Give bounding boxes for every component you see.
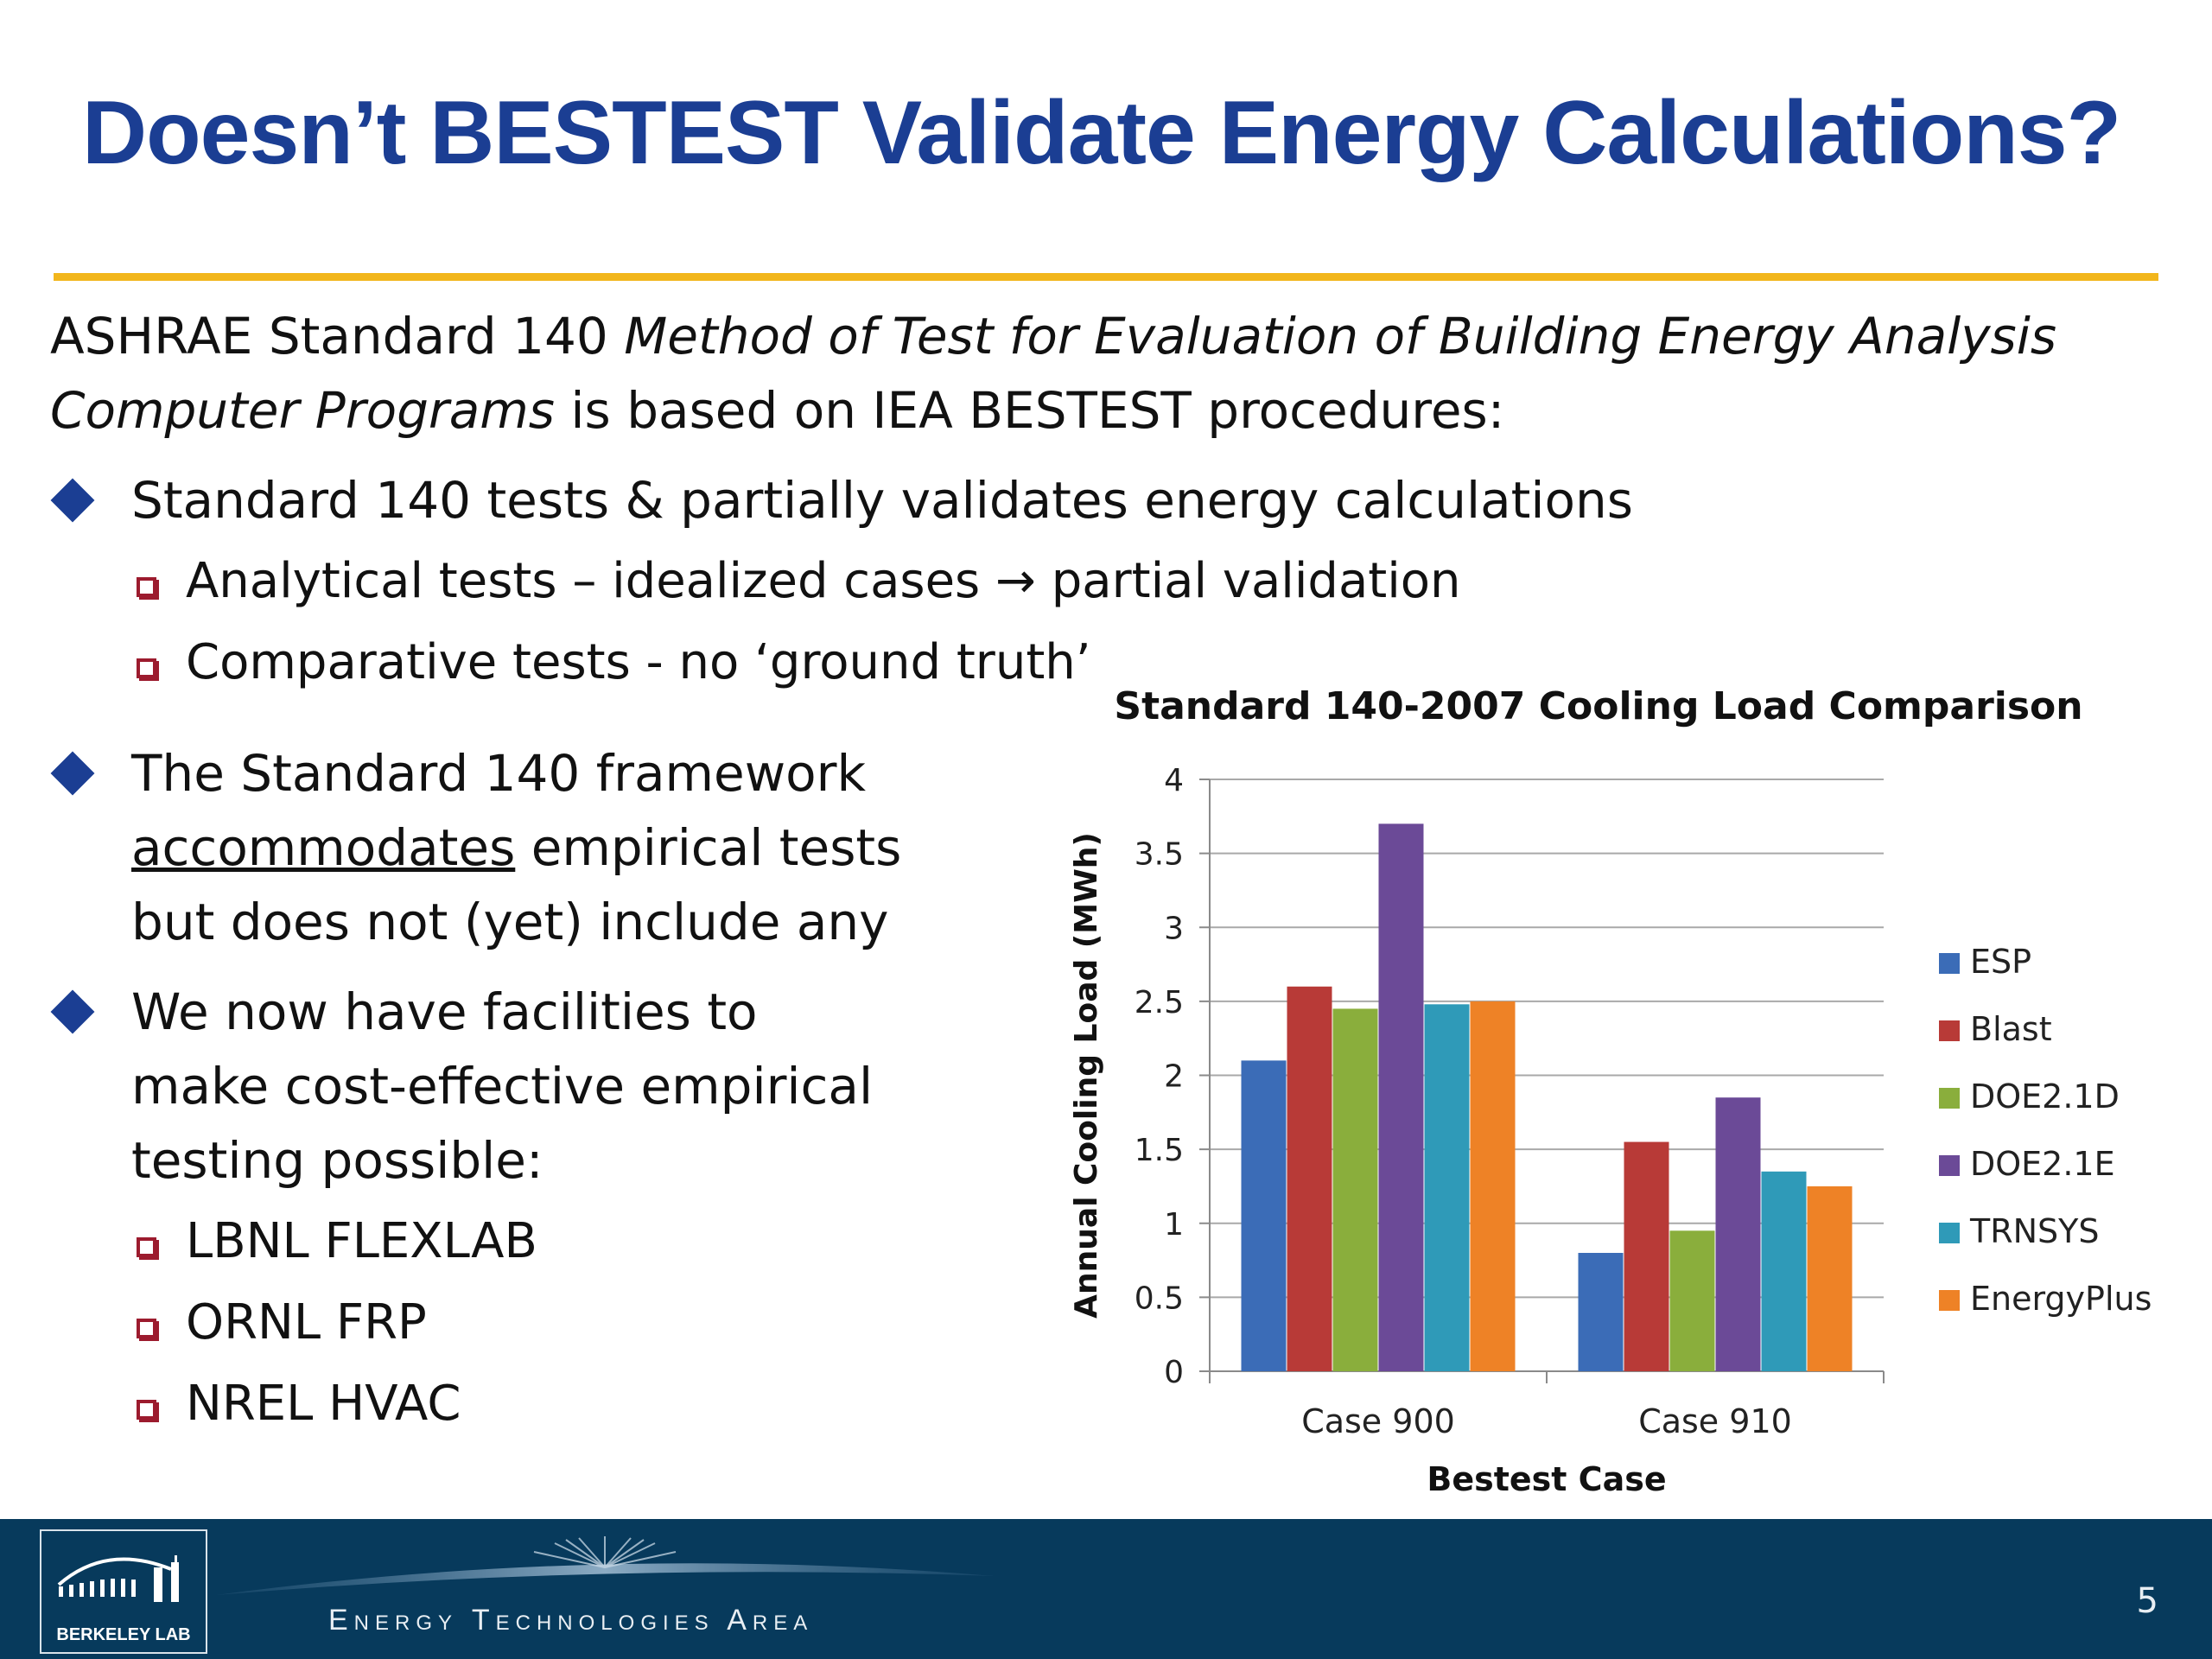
intro-text-a: ASHRAE Standard 140: [50, 307, 625, 365]
bar-energyplus-case-900: [1470, 1001, 1516, 1371]
y-tick-label: 2.5: [1135, 985, 1184, 1020]
y-tick-label: 1.5: [1135, 1133, 1184, 1168]
bar-doe2-1d-case-900: [1332, 1008, 1378, 1371]
bar-trnsys-case-910: [1761, 1171, 1807, 1371]
slide-title: Doesn’t BESTEST Validate Energy Calculat…: [82, 83, 2121, 183]
legend-label: DOE2.1E: [1970, 1145, 2115, 1183]
chart-title: Standard 140-2007 Cooling Load Compariso…: [1114, 684, 2082, 728]
diamond-bullet-icon: [50, 989, 95, 1034]
bullet-3: We now have facilities to make cost-effe…: [131, 975, 873, 1198]
x-tick-label: Case 910: [1638, 1402, 1792, 1440]
facility-item: ORNL FRP: [186, 1294, 427, 1351]
legend-swatch: [1939, 1155, 1960, 1176]
page-number: 5: [2136, 1581, 2158, 1621]
y-tick-label: 3: [1164, 911, 1184, 946]
y-tick-label: 4: [1164, 763, 1184, 798]
legend-swatch: [1939, 953, 1960, 974]
bullet-1: Standard 140 tests & partially validates…: [131, 471, 1633, 530]
square-bullet-icon: [137, 658, 156, 678]
berkeley-lab-logo: BERKELEY LAB: [40, 1529, 207, 1654]
intro-text-b: is based on IEA BESTEST procedures:: [555, 381, 1505, 440]
facility-item: LBNL FLEXLAB: [186, 1213, 537, 1269]
intro-italic-title: Method of Test for Evaluation of Buildin…: [50, 307, 2057, 440]
bar-doe2-1d-case-910: [1669, 1230, 1715, 1371]
bullet-2-line-1: The Standard 140 framework: [131, 744, 867, 803]
square-bullet-icon: [137, 1237, 156, 1257]
legend-label: DOE2.1D: [1970, 1077, 2120, 1116]
energy-technologies-area-label: Energy Technologies Area: [328, 1604, 814, 1637]
bullet-2-line-3: but does not (yet) include any: [131, 893, 889, 951]
sub-bullet-comparative: Comparative tests - no ‘ground truth’: [186, 634, 1091, 690]
title-divider: [54, 273, 2158, 281]
underlined-word: accommodates: [131, 818, 516, 877]
x-tick-label: Case 900: [1301, 1402, 1455, 1440]
legend-swatch: [1939, 1020, 1960, 1041]
bar-doe2-1e-case-910: [1715, 1097, 1761, 1371]
diamond-bullet-icon: [50, 751, 95, 796]
legend-swatch: [1939, 1088, 1960, 1109]
bullet-3-line-1: We now have facilities to: [131, 982, 758, 1041]
bullet-3-line-2: make cost-effective empirical: [131, 1057, 874, 1116]
x-axis-label: Bestest Case: [1427, 1460, 1666, 1498]
y-axis-label: Annual Cooling Load (MWh): [1069, 832, 1104, 1319]
bar-doe2-1e-case-900: [1378, 823, 1424, 1371]
bar-trnsys-case-900: [1424, 1004, 1470, 1371]
lab-building-icon: [57, 1555, 179, 1602]
bullet-2: The Standard 140 framework accommodates …: [131, 736, 901, 959]
legend-label: TRNSYS: [1969, 1212, 2100, 1250]
square-bullet-icon: [137, 577, 156, 597]
square-bullet-icon: [137, 1319, 156, 1338]
logo-text: BERKELEY LAB: [56, 1625, 191, 1644]
cooling-load-chart: Standard 140-2007 Cooling Load Compariso…: [1069, 684, 2152, 1498]
bar-esp-case-910: [1578, 1253, 1624, 1371]
bullet-2-line-2: accommodates empirical tests: [131, 810, 901, 885]
y-tick-label: 0: [1164, 1355, 1184, 1390]
y-tick-label: 1: [1164, 1207, 1184, 1243]
bar-esp-case-900: [1241, 1060, 1287, 1371]
bar-blast-case-910: [1624, 1141, 1669, 1371]
legend-label: ESP: [1970, 943, 2031, 981]
y-tick-label: 0.5: [1135, 1281, 1184, 1316]
bar-blast-case-900: [1287, 986, 1332, 1371]
legend-label: EnergyPlus: [1970, 1280, 2152, 1318]
sub-bullet-analytical: Analytical tests – idealized cases → par…: [186, 553, 1461, 609]
intro-paragraph: ASHRAE Standard 140 Method of Test for E…: [50, 299, 2158, 448]
sunburst-swoosh-icon: [216, 1536, 994, 1595]
bar-energyplus-case-910: [1807, 1185, 1853, 1371]
y-tick-label: 2: [1164, 1059, 1184, 1095]
facility-item: NREL HVAC: [186, 1376, 461, 1432]
footer-bar: BERKELEY LAB Energy Technologies Area 5: [0, 1519, 2212, 1659]
diamond-bullet-icon: [50, 478, 95, 523]
bullet-2-line-2-rest: empirical tests: [515, 818, 902, 877]
legend-swatch: [1939, 1223, 1960, 1243]
y-tick-label: 3.5: [1135, 837, 1184, 873]
bullet-3-line-3: testing possible:: [131, 1131, 543, 1190]
legend-swatch: [1939, 1290, 1960, 1311]
square-bullet-icon: [137, 1400, 156, 1420]
legend-label: Blast: [1970, 1010, 2052, 1048]
